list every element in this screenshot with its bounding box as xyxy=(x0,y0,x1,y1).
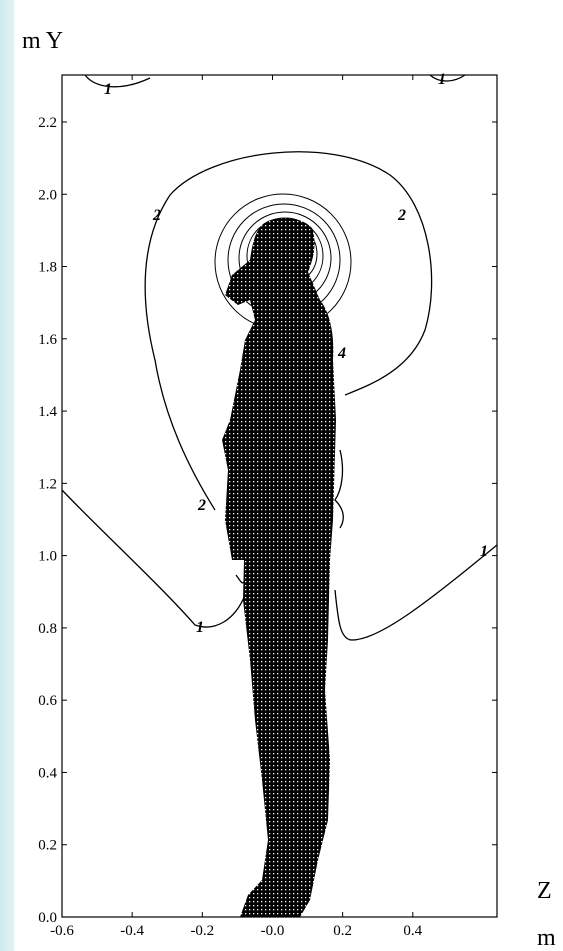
x-tick-label: -0.2 xyxy=(190,923,214,939)
y-tick-label: 1.0 xyxy=(38,549,57,565)
y-tick-label: 1.2 xyxy=(38,476,57,492)
contour-label: 1 xyxy=(196,619,204,636)
contour-label: 4 xyxy=(337,345,346,362)
contour-label: 1 xyxy=(480,543,488,560)
page: {"chart_data": {"type": "contour", "y_la… xyxy=(0,0,563,951)
chart: m Y Z m 1 1 2 2 2 4 1 1 0.00.20.40.60.81… xyxy=(0,0,563,951)
contour-label: 1 xyxy=(438,71,446,88)
contour-label: 2 xyxy=(197,497,206,514)
y-tick-label: 0.8 xyxy=(38,621,57,637)
y-tick-label: 2.2 xyxy=(38,115,57,131)
y-tick-label: 0.6 xyxy=(38,693,57,709)
x-tick-label: -0.0 xyxy=(261,923,285,939)
x-tick-label: 0.4 xyxy=(403,923,422,939)
y-tick-label: 0.4 xyxy=(38,765,57,781)
x-tick-label: -0.6 xyxy=(50,923,74,939)
y-tick-label: 1.8 xyxy=(38,260,57,276)
y-tick-label: 1.4 xyxy=(38,404,57,420)
x-axis-label: Z xyxy=(537,878,552,904)
contour-label: 2 xyxy=(152,207,161,224)
y-axis-label: m Y xyxy=(22,28,63,54)
x-tick-label: -0.4 xyxy=(120,923,144,939)
x-tick-label: 0.2 xyxy=(333,923,352,939)
y-tick-label: 0.2 xyxy=(38,838,57,854)
contour-label: 2 xyxy=(397,207,406,224)
y-tick-label: 2.0 xyxy=(38,187,57,203)
contour-label: 1 xyxy=(104,81,112,98)
y-tick-label: 1.6 xyxy=(38,332,57,348)
x-axis-unit: m xyxy=(537,925,556,951)
